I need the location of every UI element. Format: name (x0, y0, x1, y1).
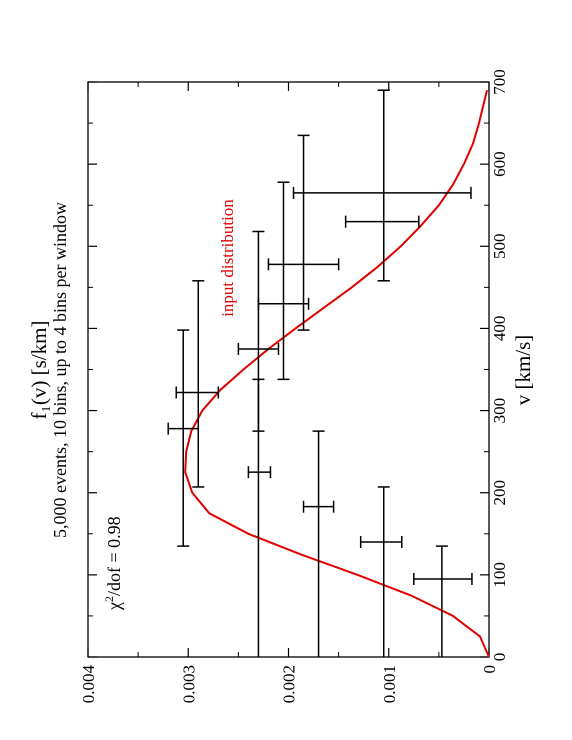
data-point-6 (237, 230, 280, 432)
data-point-8 (267, 134, 340, 331)
data-point-7 (257, 181, 310, 381)
data-point-1 (359, 486, 403, 657)
curve-label: input distribution (218, 199, 237, 317)
y-axis-label: f₁(v) [s/km] (27, 321, 51, 420)
plot-frame (87, 81, 490, 658)
x-tick-label-500: 500 (490, 234, 509, 259)
y-tick-label-1: 0.001 (380, 665, 399, 703)
data-point-10 (292, 89, 472, 282)
data-point-5 (175, 280, 220, 488)
chi-square-annotation: χ2/dof = 0.98 (102, 516, 124, 611)
x-axis-label: v [km/s] (511, 335, 535, 406)
x-tick-label-600: 600 (490, 151, 509, 177)
x-tick-label-700: 700 (490, 69, 509, 95)
data-point-0 (413, 545, 473, 657)
y-tick-label-4: 0.004 (79, 665, 98, 704)
chart-title: 5,000 events, 10 bins, up to 4 bins per … (50, 202, 70, 538)
x-tick-label-200: 200 (490, 480, 509, 506)
chi-superscript: 2 (102, 596, 116, 602)
tick-labels: 0 100 200 300 400 500 600 700 0 0.001 0.002 0.003 0.… (79, 69, 509, 703)
x-tick-label-300: 300 (490, 398, 509, 424)
data-point-3 (247, 378, 272, 657)
x-tick-label-100: 100 (490, 562, 509, 588)
x-tick-label-400: 400 (490, 316, 509, 342)
error-bars (167, 89, 473, 657)
ticks (87, 81, 490, 658)
chi-symbol: χ (104, 602, 124, 611)
y-tick-label-2: 0.002 (280, 665, 299, 703)
data-point-9 (344, 89, 420, 282)
input-distribution-curve (184, 89, 490, 658)
chi-rest: /dof = 0.98 (104, 516, 124, 596)
data-point-4 (167, 329, 200, 547)
x-tick-label-0: 0 (490, 653, 509, 662)
y-tick-label-3: 0.003 (179, 665, 198, 703)
y-tick-label-0: 0 (480, 665, 499, 674)
data-point-2 (302, 430, 335, 657)
